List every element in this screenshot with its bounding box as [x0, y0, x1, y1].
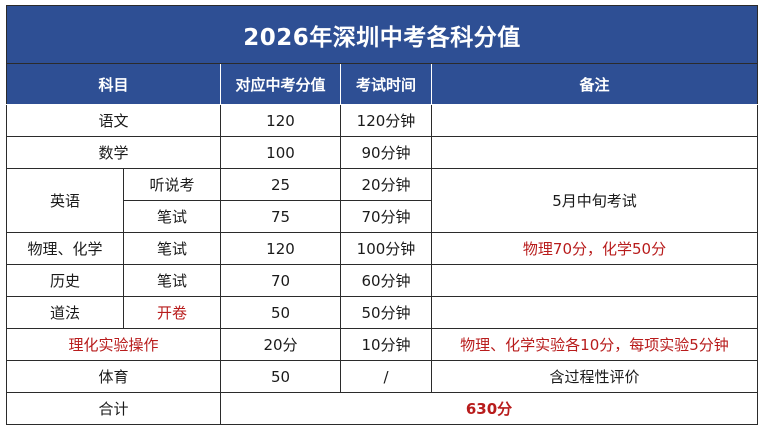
- exam-type-cell: 笔试: [123, 264, 221, 297]
- time-cell: 10分钟: [340, 328, 432, 361]
- time-cell: /: [340, 360, 432, 393]
- score-cell: 100: [220, 136, 341, 169]
- exam-type-cell: 笔试: [123, 232, 221, 265]
- table-row-math: 数学 100 90分钟: [6, 136, 758, 169]
- table-row-physics-chemistry: 物理、化学 笔试 120 100分钟 物理70分，化学50分: [6, 232, 758, 265]
- note-cell: [431, 264, 758, 297]
- table-row-morality-law: 道法 开卷 50 50分钟: [6, 296, 758, 329]
- header-score: 对应中考分值: [220, 63, 341, 105]
- score-cell: 20分: [220, 328, 341, 361]
- time-cell: 100分钟: [340, 232, 432, 265]
- table-row-history: 历史 笔试 70 60分钟: [6, 264, 758, 297]
- score-cell: 75: [220, 200, 341, 233]
- note-cell: 物理、化学实验各10分，每项实验5分钟: [431, 328, 758, 361]
- total-score: 630分: [220, 392, 758, 425]
- header-time: 考试时间: [340, 63, 432, 105]
- subject-cell: 语文: [6, 104, 221, 137]
- exam-type-cell: 笔试: [123, 200, 221, 233]
- subject-cell: 理化实验操作: [6, 328, 221, 361]
- time-cell: 90分钟: [340, 136, 432, 169]
- score-cell: 120: [220, 104, 341, 137]
- exam-type-cell: 听说考: [123, 168, 221, 201]
- note-cell: 含过程性评价: [431, 360, 758, 393]
- total-label: 合计: [6, 392, 221, 425]
- time-cell: 20分钟: [340, 168, 432, 201]
- header-subject: 科目: [6, 63, 221, 105]
- table-row-total: 合计 630分: [6, 392, 758, 425]
- time-cell: 60分钟: [340, 264, 432, 297]
- subject-cell: 物理、化学: [6, 232, 124, 265]
- score-cell: 120: [220, 232, 341, 265]
- time-cell: 120分钟: [340, 104, 432, 137]
- note-cell: [431, 104, 758, 137]
- exam-type-cell: 开卷: [123, 296, 221, 329]
- subject-cell: 英语: [6, 168, 124, 233]
- table-row-lab-operation: 理化实验操作 20分 10分钟 物理、化学实验各10分，每项实验5分钟: [6, 328, 758, 361]
- header-note: 备注: [431, 63, 758, 105]
- table-row-chinese: 语文 120 120分钟: [6, 104, 758, 137]
- table-row-english-listening: 英语 听说考 25 20分钟 5月中旬考试: [6, 168, 758, 233]
- score-cell: 25: [220, 168, 341, 201]
- score-table-container: 2026年深圳中考各科分值 科目 对应中考分值 考试时间 备注 语文 120 1…: [6, 5, 758, 425]
- subject-cell: 体育: [6, 360, 221, 393]
- table-row-pe: 体育 50 / 含过程性评价: [6, 360, 758, 393]
- subject-cell: 历史: [6, 264, 124, 297]
- subject-cell: 道法: [6, 296, 124, 329]
- note-cell: 物理70分，化学50分: [431, 232, 758, 265]
- note-cell: [431, 296, 758, 329]
- score-table: 2026年深圳中考各科分值 科目 对应中考分值 考试时间 备注 语文 120 1…: [6, 5, 758, 425]
- score-cell: 50: [220, 360, 341, 393]
- time-cell: 50分钟: [340, 296, 432, 329]
- subject-cell: 数学: [6, 136, 221, 169]
- score-cell: 70: [220, 264, 341, 297]
- note-cell: [431, 136, 758, 169]
- time-cell: 70分钟: [340, 200, 432, 233]
- table-title: 2026年深圳中考各科分值: [6, 5, 758, 64]
- score-cell: 50: [220, 296, 341, 329]
- note-cell: 5月中旬考试: [431, 168, 758, 233]
- table-row-english-written: 笔试 75 70分钟: [7, 200, 758, 233]
